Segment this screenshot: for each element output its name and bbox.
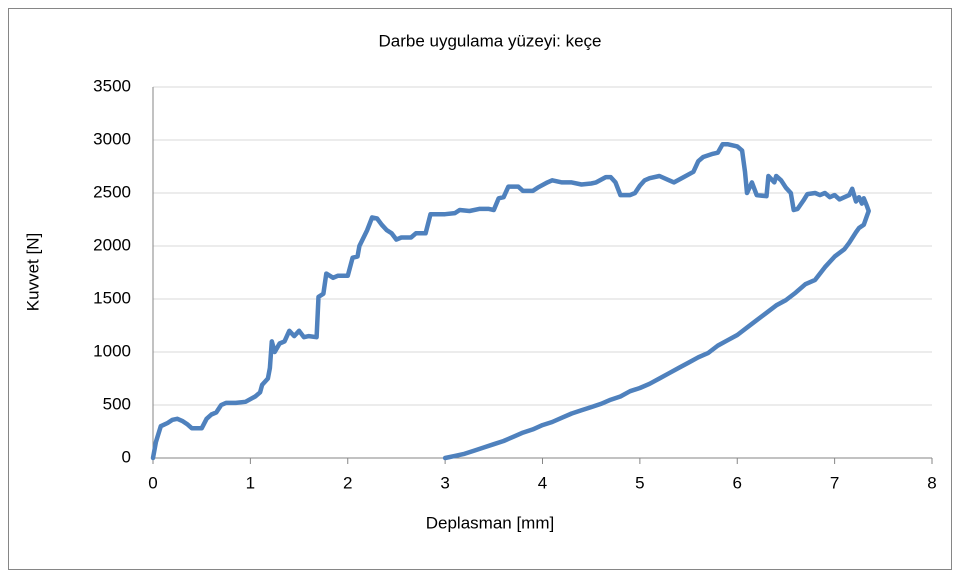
x-tick-label: 1: [246, 473, 255, 492]
chart-title: Darbe uygulama yüzeyi: keçe: [378, 31, 601, 50]
x-tick-label: 8: [927, 473, 936, 492]
y-axis-label: Kuvvet [N]: [23, 233, 42, 311]
data-line: [150, 141, 871, 461]
x-tick-label: 6: [733, 473, 742, 492]
x-tick-label: 4: [538, 473, 547, 492]
y-tick-label: 3000: [93, 129, 131, 148]
y-tick-label: 500: [103, 394, 131, 413]
x-tick-label: 2: [343, 473, 352, 492]
y-tick-label: 3500: [93, 76, 131, 95]
y-tick-label: 2500: [93, 182, 131, 201]
x-tick-label: 3: [440, 473, 449, 492]
y-tick-label: 0: [122, 447, 131, 466]
x-tick-label: 0: [148, 473, 157, 492]
x-axis-label: Deplasman [mm]: [426, 513, 554, 532]
y-tick-label: 1500: [93, 288, 131, 307]
x-tick-label: 5: [635, 473, 644, 492]
y-tick-label: 1000: [93, 341, 131, 360]
chart-frame: [8, 8, 952, 570]
x-tick-label: 7: [830, 473, 839, 492]
y-tick-label: 2000: [93, 235, 131, 254]
